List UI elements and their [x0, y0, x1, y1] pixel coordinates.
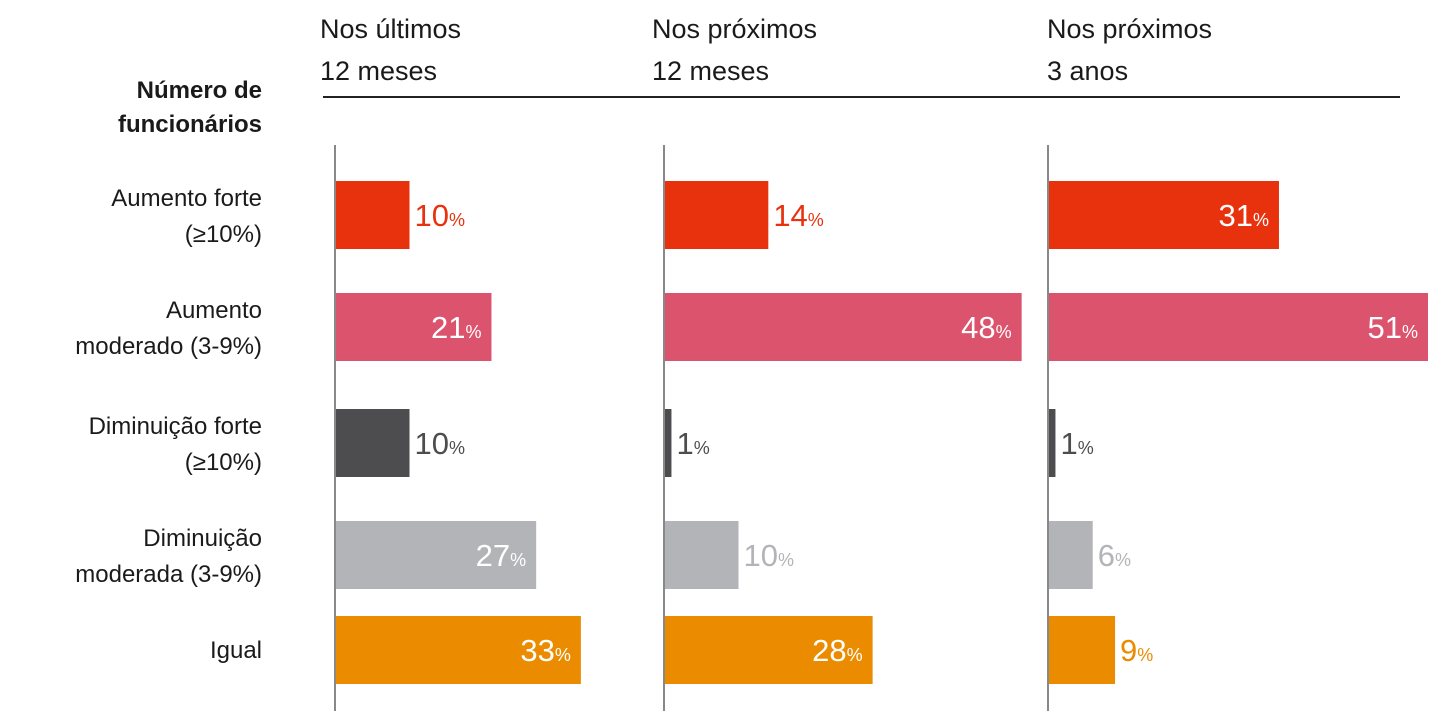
- bar: [335, 293, 492, 361]
- bar: [1048, 293, 1428, 361]
- value-label: 10%: [415, 198, 466, 233]
- panel-title: Nos últimos 12 meses: [320, 14, 461, 86]
- bar: [335, 521, 537, 589]
- panel-title: Nos próximos 3 anos: [1047, 14, 1212, 86]
- bar: [664, 293, 1022, 361]
- value-label: 31%: [1218, 198, 1269, 233]
- bar: [335, 409, 410, 477]
- bar: [1048, 616, 1116, 684]
- bar: [664, 521, 739, 589]
- bar: [335, 181, 410, 249]
- bar: [1048, 409, 1056, 477]
- category-label: Diminuição forte (≥10%): [89, 413, 262, 476]
- value-label: 21%: [431, 310, 482, 345]
- value-label: 14%: [773, 198, 824, 233]
- header-label: Número de funcionários: [118, 77, 262, 138]
- value-label: 28%: [812, 633, 863, 668]
- category-label: Igual: [210, 637, 262, 664]
- value-label: 10%: [744, 538, 795, 573]
- bar: [664, 181, 769, 249]
- bar: [1048, 521, 1093, 589]
- value-label: 1%: [1060, 426, 1093, 461]
- panel-title: Nos próximos 12 meses: [652, 14, 817, 86]
- category-label: Aumento forte (≥10%): [111, 185, 262, 248]
- bar: [335, 616, 581, 684]
- value-label: 10%: [415, 426, 466, 461]
- value-label: 1%: [676, 426, 709, 461]
- bar: [664, 409, 672, 477]
- category-label: Diminuição moderada (3-9%): [75, 525, 262, 588]
- value-label: 33%: [520, 633, 571, 668]
- value-label: 51%: [1368, 310, 1419, 345]
- category-label: Aumento moderado (3-9%): [75, 297, 262, 360]
- value-label: 9%: [1120, 633, 1153, 668]
- value-label: 48%: [961, 310, 1011, 345]
- value-label: 6%: [1098, 538, 1131, 573]
- bar: [664, 616, 873, 684]
- value-label: 27%: [476, 538, 527, 573]
- bar: [1048, 181, 1279, 249]
